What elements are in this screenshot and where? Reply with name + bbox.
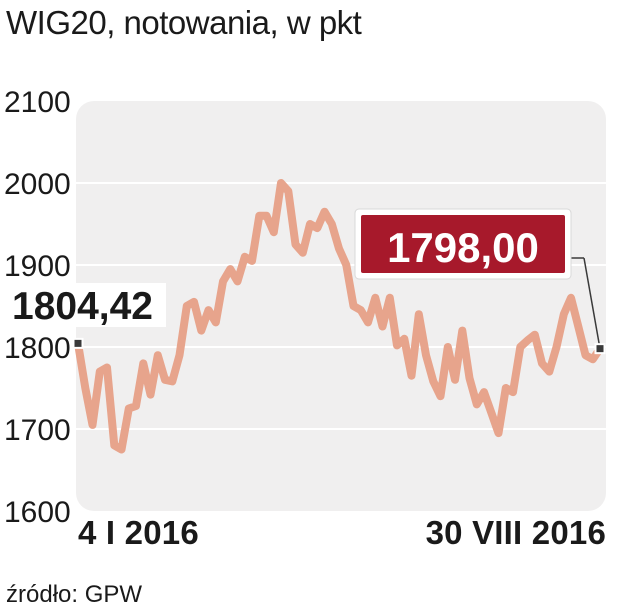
end-callout-leader-diagonal	[583, 257, 601, 349]
start-point-marker	[72, 337, 84, 349]
x-axis-start-date: 4 I 2016	[78, 514, 199, 551]
y-tick-label: 1600	[4, 496, 71, 529]
chart-title: WIG20, notowania, w pkt	[6, 4, 362, 41]
x-axis-end-date: 30 VIII 2016	[425, 514, 606, 551]
y-tick-label: 2000	[4, 168, 71, 201]
plot-area	[76, 101, 606, 511]
y-tick-label: 2100	[4, 86, 71, 119]
series-line-wig20	[74, 179, 604, 454]
end-point-marker	[594, 343, 606, 355]
end-value-callout	[361, 215, 565, 273]
y-axis-tick-labels: 1600 1700 1800 1900 2000 2100	[4, 86, 71, 529]
source-note: źródło: GPW	[6, 581, 143, 608]
end-value-label: 1798,00	[387, 224, 539, 271]
start-value-label-background	[6, 283, 166, 327]
y-tick-label: 1700	[4, 414, 71, 447]
y-tick-label: 1800	[4, 332, 71, 365]
y-tick-label: 1900	[4, 250, 71, 283]
start-value-label: 1804,42	[12, 285, 153, 328]
